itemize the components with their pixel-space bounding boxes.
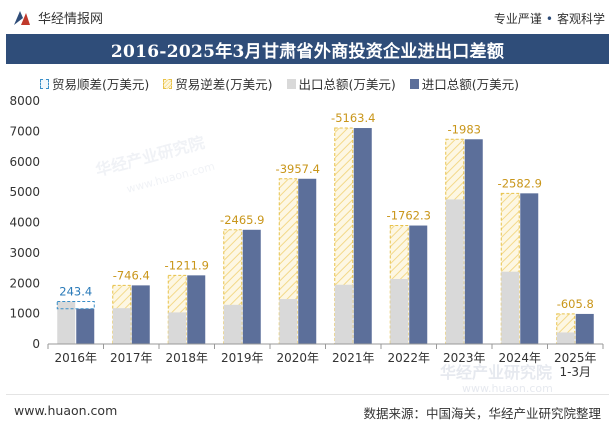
- y-tick-label: 8000: [9, 94, 40, 108]
- y-tick-label: 0: [32, 337, 40, 351]
- top-bar: 华经情报网 专业严谨 • 客观科学: [0, 0, 615, 34]
- x-tick-label: 2022年: [387, 351, 430, 365]
- watermark-en-2: www.huaon.com: [462, 382, 553, 394]
- import-bar: [409, 225, 428, 344]
- y-tick-label: 4000: [9, 216, 40, 230]
- legend: 贸易顺差(万美元) 贸易逆差(万美元) 出口总额(万美元) 进口总额(万美元): [40, 74, 519, 93]
- balance-label: -2582.9: [498, 176, 542, 190]
- balance-label: -3957.4: [276, 162, 320, 176]
- brand-name: 华经情报网: [38, 12, 104, 27]
- export-bar: [279, 299, 298, 344]
- footer: www.huaon.com 数据来源：中国海关，华经产业研究院整理: [6, 394, 609, 428]
- export-bar: [57, 301, 76, 344]
- balance-label: -1983: [448, 122, 481, 136]
- x-tick-label: 2025年: [554, 351, 597, 365]
- x-tick-label: 2016年: [54, 351, 97, 365]
- legend-label-import: 进口总额(万美元): [421, 77, 520, 92]
- balance-label: 243.4: [59, 284, 92, 298]
- export-bar: [112, 308, 131, 344]
- legend-swatch-surplus: [40, 78, 49, 89]
- y-tick-label: 7000: [9, 124, 40, 138]
- x-tick-label: 2019年: [221, 351, 264, 365]
- x-tick-label: 2018年: [165, 351, 208, 365]
- slogan-dot: •: [545, 12, 553, 26]
- balance-label: -1762.3: [387, 209, 431, 223]
- balance-label: -2465.9: [220, 213, 264, 227]
- slogan-left: 专业严谨: [493, 12, 542, 26]
- legend-label-export: 出口总额(万美元): [298, 77, 396, 92]
- footer-source: 数据来源：中国海关，华经产业研究院整理: [363, 406, 601, 421]
- slogan: 专业严谨 • 客观科学: [494, 10, 605, 27]
- chart-title: 2016-2025年3月甘肃省外商投资企业进出口差额: [110, 41, 505, 62]
- x-tick-label: 2020年: [276, 351, 319, 365]
- bar-chart: 华经产业研究院 www.huaon.com 华经产业研究院 www.huaon.…: [9, 94, 604, 394]
- legend-item-surplus[interactable]: 贸易顺差(万美元): [40, 74, 149, 93]
- x-tick-label: 2021年: [332, 351, 375, 365]
- export-bar: [501, 271, 520, 344]
- legend-item-import[interactable]: 进口总额(万美元): [409, 74, 520, 93]
- balance-label: -605.8: [557, 297, 594, 311]
- x-tick-label: 2024年: [498, 351, 541, 365]
- export-bar: [445, 199, 464, 344]
- export-bar: [334, 284, 353, 344]
- legend-swatch-deficit: [163, 78, 173, 89]
- y-tick-label: 5000: [9, 185, 40, 199]
- export-bar: [223, 304, 242, 344]
- brand-logo-icon: [12, 9, 32, 27]
- legend-swatch-import: [409, 78, 419, 89]
- import-bar: [242, 229, 261, 344]
- watermark-cn-2: 华经产业研究院: [440, 363, 552, 382]
- brand[interactable]: 华经情报网: [12, 8, 103, 27]
- balance-label: -746.4: [113, 268, 150, 282]
- title-bar: 2016-2025年3月甘肃省外商投资企业进出口差额: [6, 34, 609, 64]
- y-tick-label: 2000: [9, 276, 40, 290]
- import-bar: [575, 313, 594, 344]
- import-bar: [353, 128, 372, 344]
- surplus-box: [56, 300, 95, 310]
- y-tick-label: 6000: [9, 155, 40, 169]
- legend-label-deficit: 贸易逆差(万美元): [175, 77, 273, 92]
- import-bar: [131, 285, 150, 344]
- legend-label-surplus: 贸易顺差(万美元): [52, 77, 150, 92]
- import-bar: [520, 193, 539, 344]
- y-tick-label: 1000: [9, 307, 40, 321]
- balance-label: -1211.9: [165, 258, 209, 272]
- x-tick-label: 1-3月: [559, 365, 591, 379]
- x-tick-label: 2023年: [443, 351, 486, 365]
- export-bar: [556, 332, 575, 344]
- export-bar: [390, 278, 409, 344]
- x-tick-label: 2017年: [110, 351, 153, 365]
- import-bar: [464, 139, 483, 344]
- export-bar: [168, 312, 187, 344]
- import-bar: [187, 275, 206, 344]
- footer-website-link[interactable]: www.huaon.com: [14, 403, 118, 418]
- slogan-right: 客观科学: [556, 12, 605, 26]
- y-tick-label: 3000: [9, 246, 40, 260]
- legend-item-deficit[interactable]: 贸易逆差(万美元): [163, 74, 273, 93]
- legend-item-export[interactable]: 出口总额(万美元): [286, 74, 396, 93]
- import-bar: [298, 178, 317, 344]
- legend-swatch-export: [286, 78, 296, 89]
- import-bar: [76, 308, 95, 344]
- balance-label: -5163.4: [331, 111, 375, 125]
